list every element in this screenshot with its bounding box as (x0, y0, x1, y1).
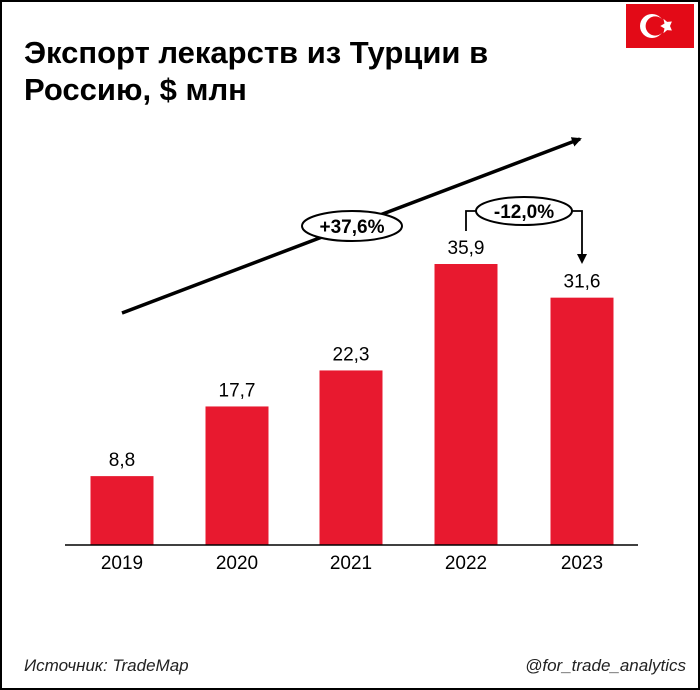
source-note: Источник: TradeMap (24, 656, 189, 675)
tick-label-2022: 2022 (445, 553, 487, 574)
bar-2019 (90, 476, 154, 545)
tick-label-2023: 2023 (561, 553, 603, 574)
data-label-2020: 17,7 (219, 380, 256, 401)
bar-2020 (205, 406, 269, 545)
trend-badge (301, 210, 403, 242)
author-handle: @for_trade_analytics (525, 656, 686, 675)
tick-label-2021: 2021 (330, 553, 372, 574)
bar-2023 (550, 297, 614, 545)
change-badge (475, 196, 573, 226)
data-label-2023: 31,6 (564, 272, 601, 293)
tick-label-2019: 2019 (101, 553, 143, 574)
data-label-2019: 8,8 (109, 450, 135, 471)
chart-title: Экспорт лекарств из Турции в Россию, $ м… (24, 35, 489, 107)
bar-2022 (434, 264, 498, 545)
bar-2021 (319, 370, 383, 545)
data-label-2022: 35,9 (448, 238, 485, 259)
data-label-2021: 22,3 (333, 344, 370, 365)
tick-label-2020: 2020 (216, 553, 258, 574)
trend-annotation: +37,6% (320, 217, 385, 238)
turkey-flag-icon (626, 4, 694, 48)
change-annotation: -12,0% (494, 202, 554, 223)
